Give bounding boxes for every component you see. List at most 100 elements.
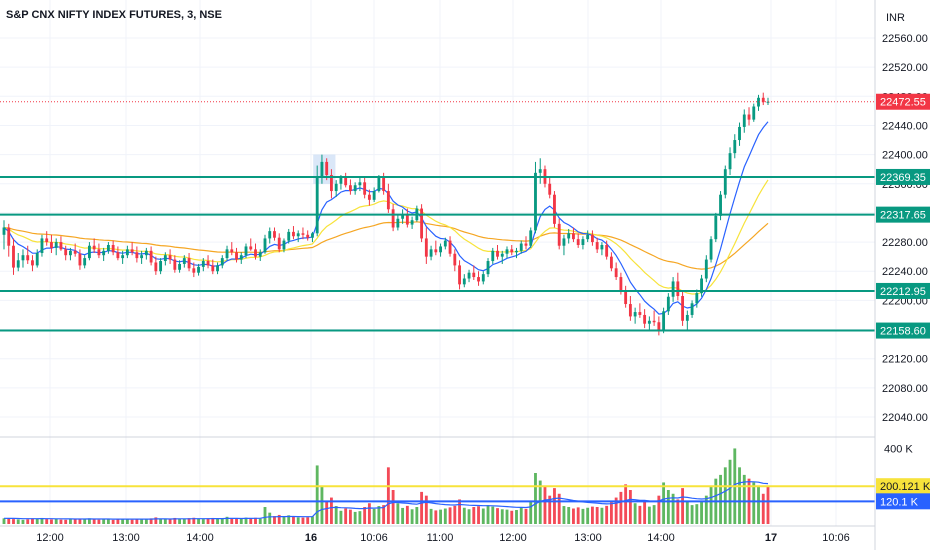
volume-bar (7, 518, 11, 524)
volume-bar (491, 506, 495, 524)
volume-bar (102, 519, 106, 524)
candle (306, 230, 310, 241)
volume-bar (728, 459, 732, 524)
candle-body (244, 246, 248, 256)
candle-body (434, 249, 438, 253)
candle (235, 247, 238, 263)
volume-bar (197, 518, 200, 524)
volume-bar (187, 518, 191, 524)
candle (301, 227, 305, 240)
volume-bar (676, 499, 680, 524)
time-tick-label: 17 (765, 532, 777, 544)
volume-bar (282, 516, 286, 524)
candle-body (45, 238, 49, 243)
candle (130, 242, 134, 256)
candle-body (197, 266, 200, 273)
candle-body (125, 249, 129, 256)
horizontal-levels[interactable] (0, 101, 875, 503)
candle (273, 227, 276, 241)
candle (761, 92, 765, 106)
candle (662, 307, 666, 334)
volume-bar (553, 488, 556, 524)
candle-body (315, 176, 319, 234)
candle (510, 244, 514, 256)
candle-body (619, 277, 623, 292)
candle-body (154, 262, 158, 272)
level-price-text: 22212.95 (880, 286, 926, 298)
level-price-tag (876, 206, 930, 223)
candle (225, 245, 229, 261)
candle (26, 245, 30, 264)
candle (106, 242, 110, 254)
time-axis[interactable]: 12:00 13:00 14:00 16 10:06 11:00 12:00 13:00 14:… (36, 532, 850, 544)
candle-body (647, 320, 651, 324)
volume-bar (609, 502, 613, 524)
volume-bar (643, 501, 647, 524)
price-tick-label: 22560.00 (882, 33, 928, 45)
candle (647, 316, 651, 330)
candle (467, 269, 471, 283)
candle-body (595, 242, 599, 250)
candle-body (54, 242, 58, 248)
volume-bar (410, 509, 414, 524)
candle (277, 233, 281, 253)
candle (657, 316, 661, 336)
volume-tick-label: 400 K (884, 443, 913, 455)
candle-body (439, 246, 442, 253)
volume-bar (443, 508, 447, 524)
candle (576, 233, 580, 248)
volume-bar (671, 493, 675, 524)
candle-body (192, 268, 196, 273)
volume-bar (420, 491, 424, 524)
volume-bar (529, 501, 533, 524)
volume-bar (590, 506, 594, 524)
time-tick-label: 10:06 (360, 532, 388, 544)
volume-bar (619, 491, 623, 524)
candle-body (401, 214, 405, 219)
price-tick-label: 22440.00 (882, 120, 928, 132)
volume-level-text: 200.121 K (880, 481, 931, 493)
candle-body (12, 245, 15, 268)
candle-body (135, 252, 139, 259)
candle-body (83, 258, 87, 266)
volume-bar (182, 518, 186, 524)
candle (31, 255, 34, 272)
volume-bar (434, 510, 438, 524)
candle-body (320, 161, 324, 177)
candle (496, 244, 499, 260)
candle (344, 172, 348, 188)
candle (254, 243, 257, 260)
volume-bar (685, 501, 689, 524)
candle (439, 243, 442, 257)
candle (747, 107, 751, 126)
candle-body (700, 278, 703, 294)
volume-bar (657, 495, 661, 524)
candle (244, 243, 248, 259)
candle (752, 103, 756, 122)
candle-body (738, 126, 741, 141)
currency-label[interactable]: INR (886, 12, 905, 24)
candle (102, 247, 106, 262)
candle (666, 293, 670, 315)
candle (590, 230, 594, 246)
candle-body (472, 272, 476, 278)
candle-body (277, 237, 281, 250)
candle-body (168, 255, 172, 260)
candle-body (757, 97, 760, 107)
volume-bar (467, 509, 471, 524)
candle-body (377, 177, 381, 192)
candle-body (106, 244, 110, 251)
volume-bar (633, 503, 637, 524)
candle-body (334, 183, 338, 192)
volume-bar (486, 505, 490, 524)
candle (586, 230, 590, 243)
volume-bar (87, 518, 91, 524)
volume-bar (766, 486, 770, 524)
candle-body (358, 182, 362, 186)
candle-body (296, 233, 300, 237)
candle-body (187, 258, 191, 269)
candle-body (562, 238, 566, 246)
candle (685, 310, 689, 330)
